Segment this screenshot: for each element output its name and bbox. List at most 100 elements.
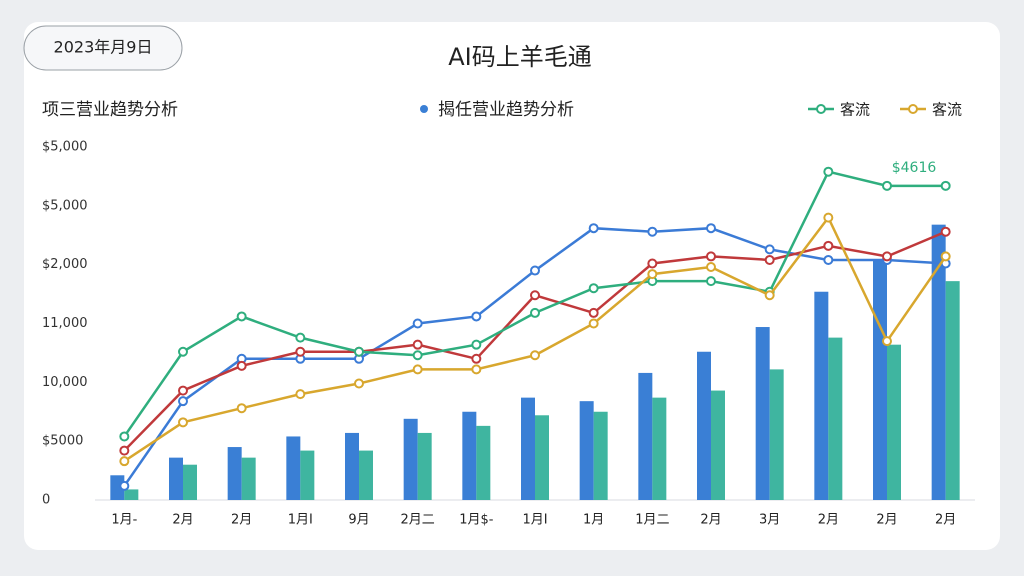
point	[119, 431, 130, 442]
subtitle: 项三营业趋势分析	[42, 100, 178, 120]
point	[530, 350, 540, 361]
point	[940, 180, 951, 191]
point	[647, 258, 658, 269]
bar	[345, 432, 359, 500]
legend-label: 客流	[932, 101, 962, 119]
bar	[535, 415, 549, 500]
bar	[945, 281, 960, 500]
point	[412, 350, 423, 361]
point	[706, 276, 716, 287]
point	[412, 339, 423, 350]
bar	[593, 411, 608, 500]
point	[588, 283, 599, 294]
legend-marker	[908, 104, 918, 114]
x-tick-label: 1月二	[635, 513, 669, 528]
point	[236, 360, 247, 371]
point	[588, 223, 599, 234]
point	[647, 269, 658, 280]
x-tick-label: 1月I	[522, 513, 547, 528]
y-axis-label: 10,000	[42, 375, 88, 390]
y-axis-label: $2,000	[42, 257, 88, 272]
x-tick-label: 1月$-	[459, 513, 494, 528]
point	[178, 417, 188, 428]
bar	[873, 259, 887, 500]
bar	[579, 401, 594, 500]
point	[823, 212, 834, 223]
y-axis-label: 0	[42, 493, 50, 508]
bar	[417, 432, 432, 500]
bar	[521, 397, 535, 500]
y-axis-label: $5000	[42, 434, 83, 449]
x-tick-label: 2月	[172, 513, 193, 528]
annotation: $4616	[892, 160, 937, 176]
point	[236, 311, 247, 322]
bar	[227, 447, 242, 500]
chart-title: AI码上羊毛通	[448, 43, 592, 71]
point	[412, 364, 423, 375]
point	[471, 311, 482, 322]
point	[412, 318, 423, 329]
bar	[124, 489, 139, 500]
point	[530, 290, 540, 301]
point	[823, 240, 834, 251]
point	[354, 378, 364, 389]
point	[588, 318, 599, 329]
x-tick-label: 2月二	[401, 513, 435, 528]
bar	[359, 450, 373, 500]
x-tick-label: 2月	[231, 513, 252, 528]
point	[295, 346, 306, 357]
x-tick-label: 1月I	[288, 513, 313, 528]
bar	[828, 337, 843, 500]
bar	[169, 457, 183, 500]
point	[882, 251, 892, 262]
x-tick-label: 1月	[583, 513, 604, 528]
bar	[183, 464, 197, 500]
bar	[110, 475, 125, 500]
point	[178, 396, 188, 407]
x-tick-label: 2月	[700, 513, 721, 528]
x-tick-label: 2月	[935, 513, 956, 528]
point	[823, 166, 834, 177]
point	[471, 353, 482, 364]
point	[764, 254, 775, 265]
x-tick-label: 2月	[876, 513, 897, 528]
bar	[286, 436, 301, 500]
point	[530, 265, 540, 276]
y-axis-label: 11,000	[42, 316, 88, 331]
point	[940, 226, 951, 237]
point	[882, 180, 892, 191]
point	[119, 480, 130, 491]
point	[178, 346, 188, 357]
bar	[462, 411, 477, 500]
bar	[638, 372, 653, 500]
point	[706, 223, 716, 234]
legend-marker	[816, 104, 826, 114]
bar	[769, 369, 784, 500]
point	[647, 226, 658, 237]
point	[295, 389, 306, 400]
point	[823, 254, 834, 265]
bar	[241, 457, 256, 500]
date: 2023年月9日	[54, 38, 153, 57]
bar	[711, 390, 725, 500]
point	[236, 403, 247, 414]
point	[471, 339, 482, 350]
point	[882, 336, 892, 347]
point	[706, 251, 716, 262]
point	[119, 445, 130, 456]
subtitle-dot	[420, 105, 428, 113]
point	[764, 244, 775, 255]
x-tick-label: 3月	[759, 513, 780, 528]
bar	[300, 450, 315, 500]
point	[295, 332, 306, 343]
x-tick-label: 9月	[348, 513, 369, 528]
point	[530, 307, 540, 318]
bar	[814, 291, 829, 500]
point	[764, 290, 775, 301]
bar	[652, 397, 667, 500]
bar	[755, 327, 770, 500]
bar	[403, 418, 418, 500]
point	[588, 307, 599, 318]
